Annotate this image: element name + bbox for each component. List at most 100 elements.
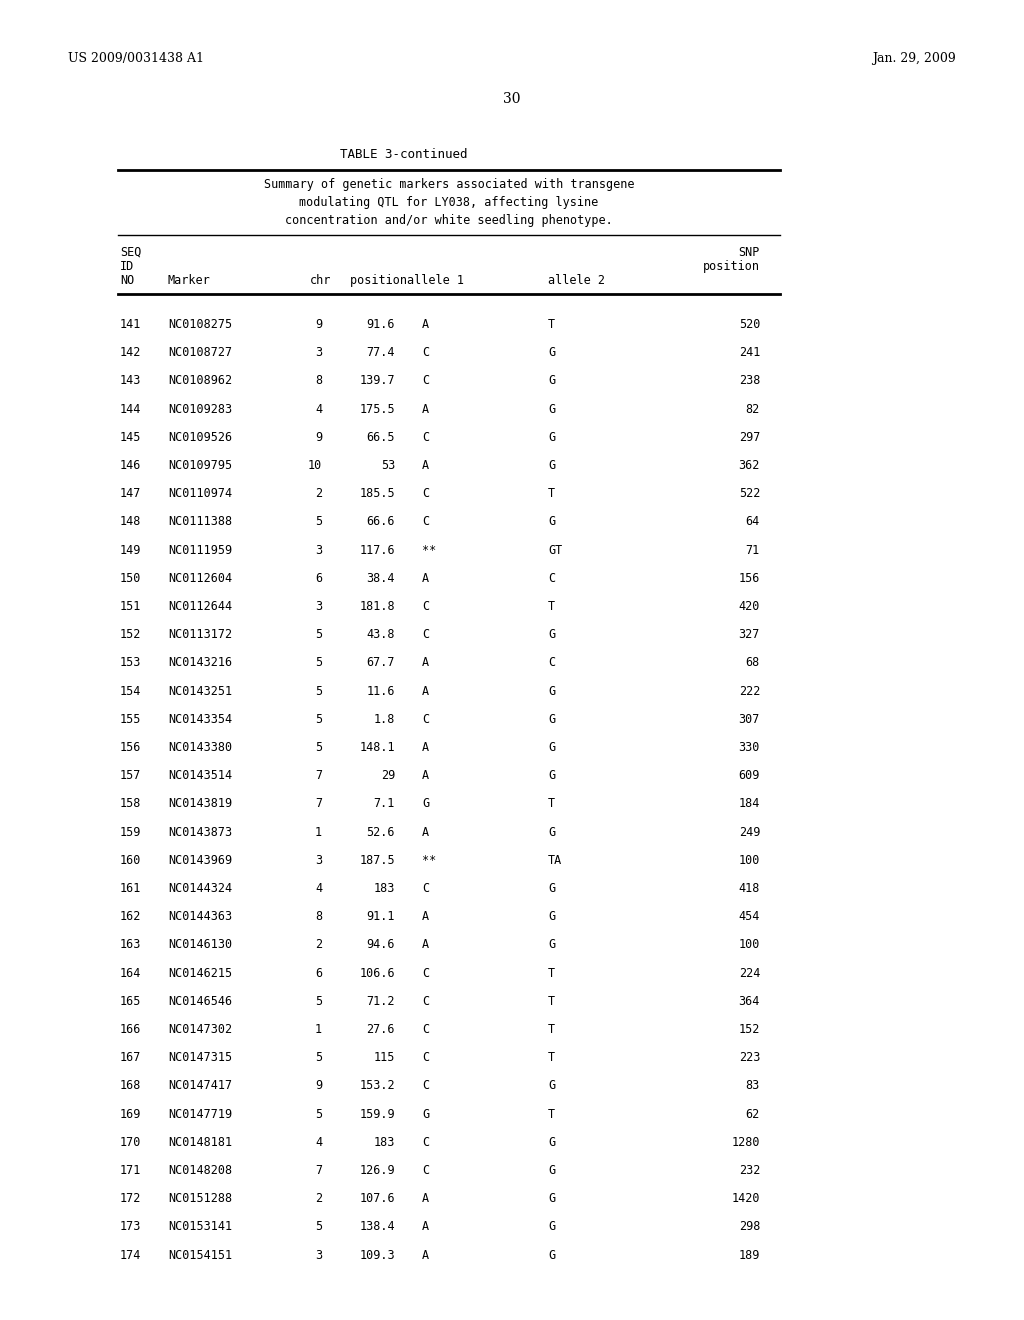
Text: 155: 155 [120, 713, 141, 726]
Text: 153: 153 [120, 656, 141, 669]
Text: 174: 174 [120, 1249, 141, 1262]
Text: 5: 5 [314, 741, 322, 754]
Text: T: T [548, 601, 555, 612]
Text: 184: 184 [738, 797, 760, 810]
Text: T: T [548, 1107, 555, 1121]
Text: 159.9: 159.9 [359, 1107, 395, 1121]
Text: T: T [548, 1023, 555, 1036]
Text: concentration and/or white seedling phenotype.: concentration and/or white seedling phen… [285, 214, 613, 227]
Text: 172: 172 [120, 1192, 141, 1205]
Text: G: G [422, 797, 429, 810]
Text: 418: 418 [738, 882, 760, 895]
Text: A: A [422, 939, 429, 952]
Text: 5: 5 [314, 515, 322, 528]
Text: NC0108275: NC0108275 [168, 318, 232, 331]
Text: 6: 6 [314, 966, 322, 979]
Text: 82: 82 [745, 403, 760, 416]
Text: C: C [548, 572, 555, 585]
Text: 3: 3 [314, 346, 322, 359]
Text: 91.1: 91.1 [367, 911, 395, 923]
Text: G: G [548, 713, 555, 726]
Text: T: T [548, 995, 555, 1007]
Text: 3: 3 [314, 544, 322, 557]
Text: 224: 224 [738, 966, 760, 979]
Text: 156: 156 [738, 572, 760, 585]
Text: G: G [548, 628, 555, 642]
Text: 2: 2 [314, 939, 322, 952]
Text: 109.3: 109.3 [359, 1249, 395, 1262]
Text: 1.8: 1.8 [374, 713, 395, 726]
Text: NC0143380: NC0143380 [168, 741, 232, 754]
Text: 522: 522 [738, 487, 760, 500]
Text: NC0112644: NC0112644 [168, 601, 232, 612]
Text: 117.6: 117.6 [359, 544, 395, 557]
Text: position: position [703, 260, 760, 273]
Text: 5: 5 [314, 1051, 322, 1064]
Text: NC0143354: NC0143354 [168, 713, 232, 726]
Text: NC0147302: NC0147302 [168, 1023, 232, 1036]
Text: 161: 161 [120, 882, 141, 895]
Text: 64: 64 [745, 515, 760, 528]
Text: 106.6: 106.6 [359, 966, 395, 979]
Text: NO: NO [120, 275, 134, 286]
Text: 298: 298 [738, 1221, 760, 1233]
Text: C: C [422, 882, 429, 895]
Text: G: G [548, 515, 555, 528]
Text: G: G [548, 825, 555, 838]
Text: C: C [422, 346, 429, 359]
Text: 183: 183 [374, 882, 395, 895]
Text: NC0144363: NC0144363 [168, 911, 232, 923]
Text: NC0143969: NC0143969 [168, 854, 232, 867]
Text: T: T [548, 966, 555, 979]
Text: G: G [548, 346, 555, 359]
Text: C: C [422, 628, 429, 642]
Text: 3: 3 [314, 601, 322, 612]
Text: 77.4: 77.4 [367, 346, 395, 359]
Text: A: A [422, 825, 429, 838]
Text: 115: 115 [374, 1051, 395, 1064]
Text: A: A [422, 741, 429, 754]
Text: 160: 160 [120, 854, 141, 867]
Text: Summary of genetic markers associated with transgene: Summary of genetic markers associated wi… [264, 178, 634, 191]
Text: G: G [548, 1221, 555, 1233]
Text: NC0153141: NC0153141 [168, 1221, 232, 1233]
Text: C: C [422, 375, 429, 387]
Text: **: ** [422, 854, 436, 867]
Text: T: T [548, 797, 555, 810]
Text: 3: 3 [314, 1249, 322, 1262]
Text: 157: 157 [120, 770, 141, 783]
Text: 148.1: 148.1 [359, 741, 395, 754]
Text: positionallele 1: positionallele 1 [350, 275, 464, 286]
Text: 71: 71 [745, 544, 760, 557]
Text: 138.4: 138.4 [359, 1221, 395, 1233]
Text: 297: 297 [738, 430, 760, 444]
Text: 148: 148 [120, 515, 141, 528]
Text: 170: 170 [120, 1135, 141, 1148]
Text: 222: 222 [738, 685, 760, 697]
Text: NC0113172: NC0113172 [168, 628, 232, 642]
Text: 107.6: 107.6 [359, 1192, 395, 1205]
Text: C: C [548, 656, 555, 669]
Text: G: G [548, 1192, 555, 1205]
Text: 364: 364 [738, 995, 760, 1007]
Text: 2: 2 [314, 487, 322, 500]
Text: 94.6: 94.6 [367, 939, 395, 952]
Text: NC0109283: NC0109283 [168, 403, 232, 416]
Text: 6: 6 [314, 572, 322, 585]
Text: 66.5: 66.5 [367, 430, 395, 444]
Text: 1280: 1280 [731, 1135, 760, 1148]
Text: G: G [548, 770, 555, 783]
Text: 609: 609 [738, 770, 760, 783]
Text: 141: 141 [120, 318, 141, 331]
Text: NC0154151: NC0154151 [168, 1249, 232, 1262]
Text: NC0147719: NC0147719 [168, 1107, 232, 1121]
Text: 223: 223 [738, 1051, 760, 1064]
Text: 327: 327 [738, 628, 760, 642]
Text: 159: 159 [120, 825, 141, 838]
Text: NC0143873: NC0143873 [168, 825, 232, 838]
Text: 162: 162 [120, 911, 141, 923]
Text: 91.6: 91.6 [367, 318, 395, 331]
Text: 29: 29 [381, 770, 395, 783]
Text: 168: 168 [120, 1080, 141, 1093]
Text: 5: 5 [314, 628, 322, 642]
